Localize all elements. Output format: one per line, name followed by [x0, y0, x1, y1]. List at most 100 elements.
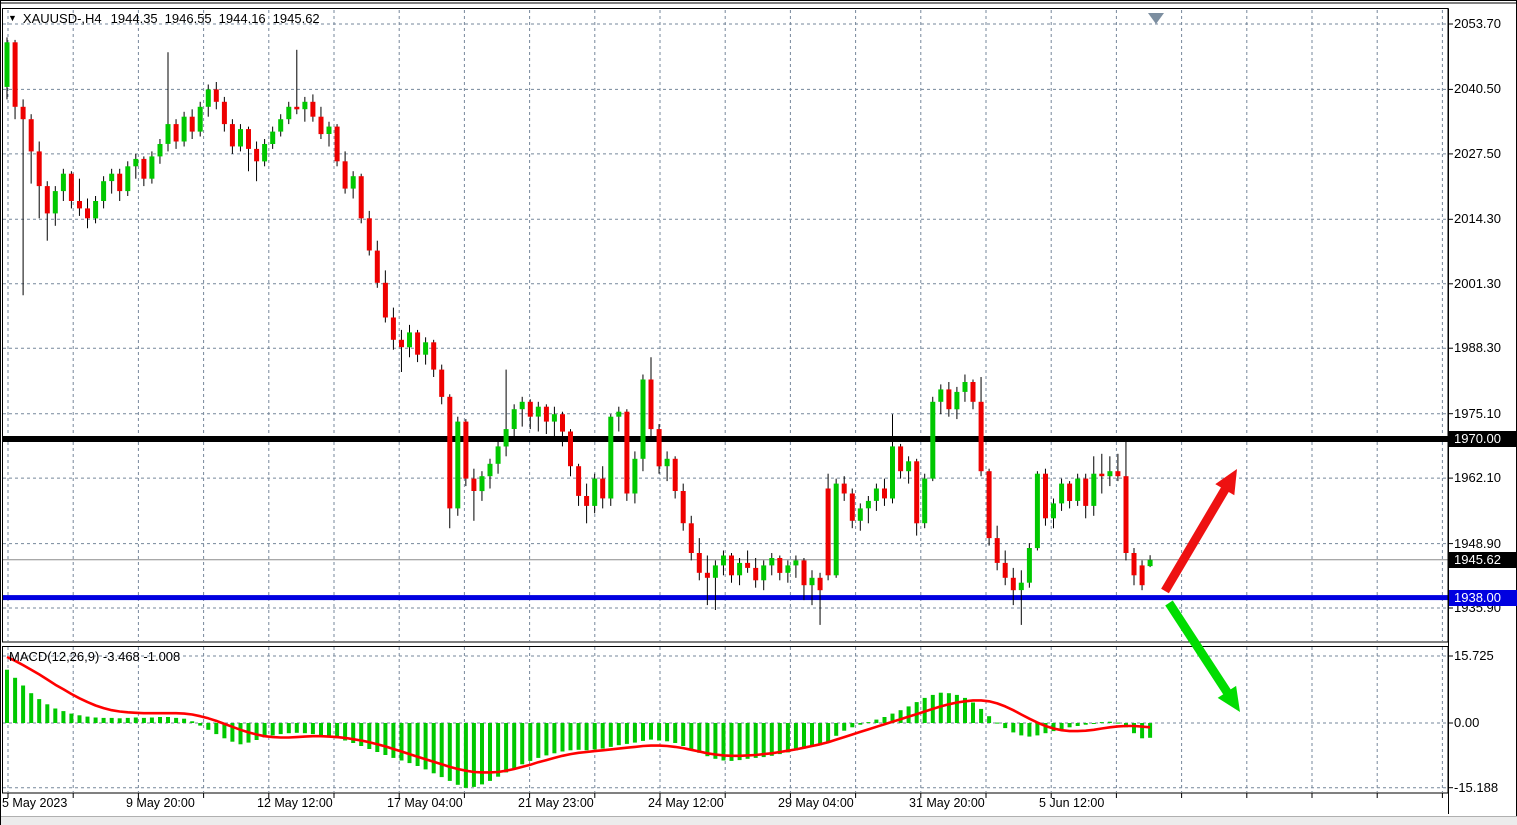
candle: [753, 567, 759, 581]
chart-shape: [987, 716, 992, 723]
chart-shape: [560, 723, 565, 752]
chart-shape: [343, 723, 348, 741]
chart-shape: [69, 713, 74, 723]
time-axis-label: 12 May 12:00: [257, 796, 333, 810]
chart-shape: [1099, 722, 1104, 724]
time-axis-label: 24 May 12:00: [648, 796, 724, 810]
chart-shape: [53, 708, 58, 723]
symbol-dropdown-icon[interactable]: ▼: [8, 13, 17, 23]
chart-shape: [890, 713, 895, 723]
chart-shape: [198, 723, 203, 726]
candle: [761, 565, 767, 581]
candle: [431, 342, 437, 370]
candle: [882, 488, 887, 499]
chart-shape: [785, 723, 790, 753]
candle: [793, 560, 799, 566]
candle: [1115, 471, 1121, 477]
price-badge: 1945.62: [1449, 551, 1517, 568]
chart-shape: [568, 723, 573, 751]
chart-shape: [689, 723, 694, 750]
macd-tick-label: 0.00: [1454, 715, 1480, 730]
price-tick-label: 1948.90: [1454, 535, 1501, 551]
chart-shape: [697, 723, 702, 753]
symbol-period-label: XAUUSD-,H4: [22, 11, 102, 26]
candle: [898, 446, 904, 472]
chart-shape: [665, 723, 670, 742]
candle: [1067, 483, 1073, 501]
chart-shape: [455, 723, 460, 785]
candle: [632, 458, 638, 494]
chart-shape: [238, 723, 243, 745]
candle: [954, 391, 960, 410]
chart-shape: [745, 723, 750, 759]
chart-shape: [898, 710, 903, 723]
candle: [962, 382, 968, 392]
candle: [946, 389, 952, 410]
ohlc-open: 1944.35: [110, 11, 158, 26]
chart-shape: [753, 723, 758, 758]
candle: [382, 282, 388, 318]
chart-shape: [214, 723, 219, 735]
chart-shape: [1075, 723, 1080, 726]
candle: [938, 389, 944, 402]
candle: [366, 218, 372, 251]
candle: [648, 379, 654, 430]
chart-shape: [705, 723, 710, 757]
candle: [270, 131, 276, 144]
chart-shape: [810, 723, 814, 747]
chart-shape: [576, 723, 581, 750]
candle: [117, 173, 123, 192]
chart-shape: [222, 723, 227, 739]
chart-shape: [673, 723, 678, 743]
chart-shape: [190, 721, 195, 723]
candle: [318, 116, 324, 135]
chart-shape: [616, 723, 621, 746]
candle: [374, 250, 380, 283]
chart-shape: [584, 723, 589, 751]
trend-arrow-up-head: [1215, 469, 1237, 496]
last-candle-marker-icon: [1148, 13, 1164, 24]
candle: [302, 101, 308, 110]
candle: [543, 406, 549, 422]
candle: [696, 553, 702, 573]
chart-shape: [769, 723, 774, 756]
chart-shape: [520, 723, 525, 765]
chart-shape: [319, 723, 323, 736]
chart-shape: [77, 715, 82, 723]
trend-arrow-up: [1161, 480, 1233, 594]
chart-shape: [254, 723, 259, 740]
candle: [680, 491, 686, 524]
chart-shape: [963, 697, 967, 723]
chart-shape: [1091, 723, 1096, 724]
chart-shape: [174, 717, 179, 723]
price-tick-label: 2027.50: [1454, 145, 1501, 161]
ohlc-close: 1945.62: [272, 11, 320, 26]
chart-shape: [447, 723, 452, 781]
chart-shape: [13, 677, 18, 723]
chart-shape: [1148, 723, 1153, 738]
candle: [624, 411, 630, 494]
candle: [833, 483, 839, 576]
chart-shape: [480, 723, 484, 785]
time-axis-label: 21 May 23:00: [518, 796, 594, 810]
candle: [672, 458, 678, 491]
macd-tick-label: -15.188: [1454, 779, 1499, 795]
candle: [238, 129, 243, 147]
chart-shape: [528, 723, 533, 761]
chart-shape: [294, 723, 299, 733]
chart-shape: [1011, 723, 1016, 733]
bottom-scroll-strip[interactable]: [1, 816, 1517, 825]
chart-shape: [681, 723, 686, 746]
chart-shape: [93, 717, 98, 723]
candle: [310, 101, 316, 117]
candle: [1139, 565, 1145, 586]
candle: [20, 106, 26, 120]
candle: [1010, 577, 1016, 591]
candle: [825, 488, 831, 576]
candle: [173, 124, 179, 142]
chart-shape: [109, 717, 114, 723]
time-axis-label: 29 May 04:00: [778, 796, 854, 810]
chart-shape: [158, 717, 162, 723]
